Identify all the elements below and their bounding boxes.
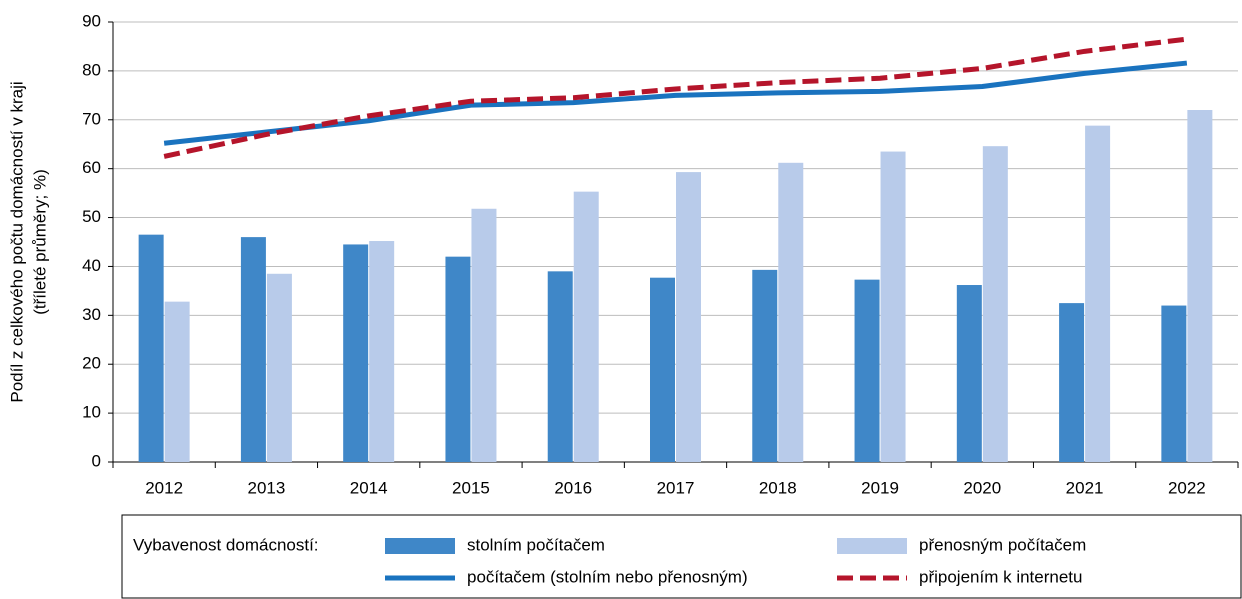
y-tick-label: 30 [82, 305, 101, 324]
legend-title: Vybavenost domácností: [133, 535, 319, 554]
line-series [163, 60, 1188, 146]
bar [1085, 125, 1111, 463]
y-axis-label: (tříleté průměry; %) [30, 169, 49, 314]
bar [650, 277, 675, 462]
x-tick-label: 2014 [350, 478, 388, 497]
bar [880, 151, 906, 463]
bar [778, 162, 804, 463]
x-tick-label: 2017 [657, 478, 695, 497]
x-tick-label: 2015 [452, 478, 490, 497]
legend-label: přenosným počítačem [919, 535, 1086, 554]
bar [573, 191, 599, 462]
x-tick-label: 2013 [247, 478, 285, 497]
bar [471, 208, 497, 462]
x-tick-label: 2018 [759, 478, 797, 497]
bar [445, 256, 471, 462]
y-tick-label: 50 [82, 207, 101, 226]
legend-label: stolním počítačem [467, 535, 605, 554]
y-tick-label: 40 [82, 256, 101, 275]
bar [956, 285, 982, 462]
bar [1059, 303, 1085, 462]
x-tick-label: 2019 [861, 478, 899, 497]
bar [343, 244, 369, 462]
x-tick-label: 2016 [554, 478, 592, 497]
x-tick-label: 2021 [1066, 478, 1104, 497]
legend-label: připojením k internetu [919, 567, 1082, 586]
bar [676, 172, 701, 463]
bar [854, 279, 880, 462]
x-tick-label: 2020 [963, 478, 1001, 497]
bar [982, 146, 1008, 462]
y-axis-label: Podíl z celkového počtu domácností v kra… [7, 81, 26, 402]
bar [1161, 305, 1187, 462]
legend-swatch [385, 538, 455, 554]
legend-label: počítačem (stolním nebo přenosným) [467, 567, 748, 586]
y-tick-label: 60 [82, 158, 101, 177]
bar [138, 234, 164, 462]
x-tick-label: 2012 [145, 478, 183, 497]
x-tick-label: 2022 [1168, 478, 1206, 497]
legend-box [121, 514, 1242, 599]
legend-swatch [837, 538, 907, 554]
bar [369, 241, 395, 462]
y-tick-label: 90 [82, 11, 101, 30]
y-tick-label: 80 [82, 60, 101, 79]
bar [752, 269, 778, 462]
bar [266, 273, 292, 462]
bar [164, 301, 190, 462]
bar [547, 271, 573, 462]
y-tick-label: 0 [92, 451, 101, 470]
y-tick-label: 70 [82, 109, 101, 128]
bar [240, 237, 266, 462]
y-tick-label: 10 [82, 403, 101, 422]
line-series [163, 36, 1188, 159]
y-tick-label: 20 [82, 354, 101, 373]
bar [1187, 110, 1213, 462]
